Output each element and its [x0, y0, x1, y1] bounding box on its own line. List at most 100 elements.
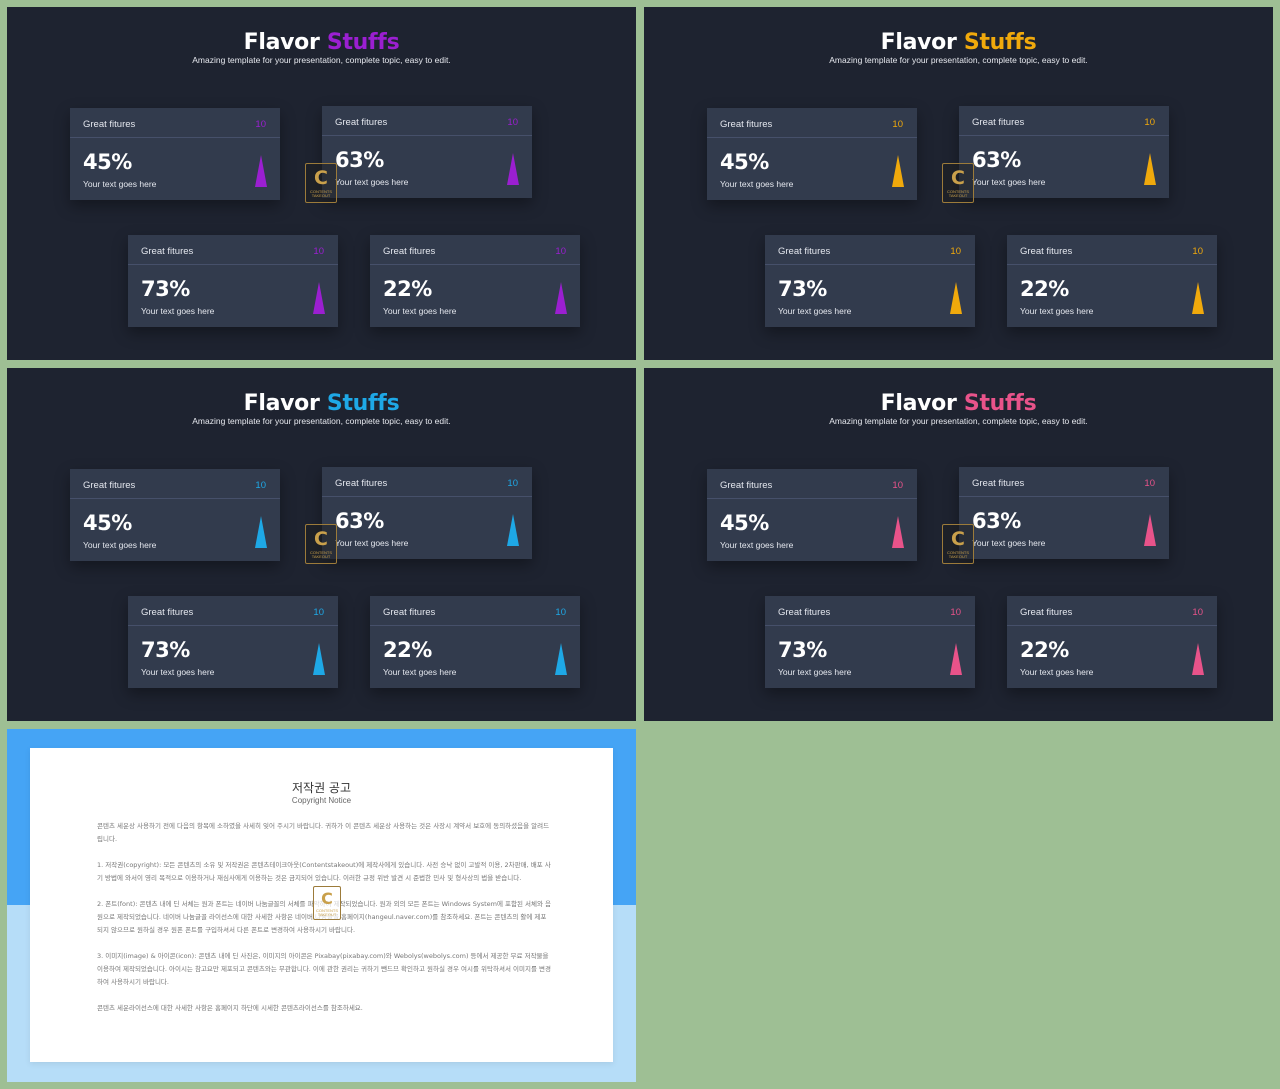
- spike-icon: [507, 514, 519, 546]
- card-label: Great fitures: [972, 117, 1025, 128]
- notice-paragraph: 콘텐츠 세운상 사용하기 전에 다음의 항목에 소하였을 사세히 잊어 주시기 …: [97, 822, 550, 843]
- spike-icon: [950, 282, 962, 314]
- card-label: Great fitures: [83, 480, 136, 491]
- card-text: Your text goes here: [720, 540, 794, 550]
- slide-title: Flavor Stuffs: [7, 30, 636, 55]
- slide-title: Flavor Stuffs: [7, 391, 636, 416]
- slide-title: Flavor Stuffs: [644, 391, 1273, 416]
- card-number: 10: [892, 119, 903, 130]
- watermark-letter: C: [314, 528, 328, 550]
- card-number: 10: [313, 246, 324, 257]
- feature-card: Great fitures 10 45% Your text goes here: [70, 108, 280, 200]
- feature-card: Great fitures 10 73% Your text goes here: [765, 596, 975, 688]
- notice-body: 콘텐츠 세운상 사용하기 전에 다음의 항목에 소하였을 사세히 잊어 주시기 …: [97, 820, 552, 1028]
- card-header: Great fitures 10: [70, 108, 280, 138]
- watermark-text: CONTENTS TAKEOUT: [947, 189, 969, 198]
- card-header: Great fitures 10: [707, 108, 917, 138]
- spike-icon: [507, 153, 519, 185]
- card-text: Your text goes here: [141, 667, 215, 677]
- spike-icon: [1192, 643, 1204, 675]
- slide-orange[interactable]: Flavor Stuffs Amazing template for your …: [644, 7, 1273, 360]
- spike-icon: [313, 282, 325, 314]
- card-number: 10: [507, 478, 518, 489]
- card-percent: 22%: [1020, 277, 1069, 301]
- notice-title: 저작권 공고: [291, 781, 351, 795]
- watermark-logo: C CONTENTS TAKEOUT: [942, 163, 974, 203]
- title-accent: Stuffs: [963, 30, 1037, 55]
- card-label: Great fitures: [83, 119, 136, 130]
- spike-icon: [1144, 514, 1156, 546]
- spike-icon: [892, 155, 904, 187]
- card-header: Great fitures 10: [1007, 235, 1217, 265]
- card-text: Your text goes here: [778, 306, 852, 316]
- feature-card: Great fitures 10 63% Your text goes here: [322, 106, 532, 198]
- feature-card: Great fitures 10 22% Your text goes here: [370, 235, 580, 327]
- card-header: Great fitures 10: [370, 235, 580, 265]
- card-header: Great fitures 10: [70, 469, 280, 499]
- card-percent: 22%: [383, 638, 432, 662]
- card-header: Great fitures 10: [707, 469, 917, 499]
- title-main: Flavor: [880, 391, 957, 416]
- card-percent: 22%: [383, 277, 432, 301]
- card-percent: 73%: [141, 638, 190, 662]
- feature-card: Great fitures 10 45% Your text goes here: [70, 469, 280, 561]
- card-header: Great fitures 10: [322, 467, 532, 497]
- card-number: 10: [255, 119, 266, 130]
- title-accent: Stuffs: [326, 391, 400, 416]
- slide-purple[interactable]: Flavor Stuffs Amazing template for your …: [7, 7, 636, 360]
- notice-paragraph: 1. 저작권(copyright): 모든 콘텐츠의 소유 및 저작권은 콘텐츠…: [97, 861, 551, 882]
- card-text: Your text goes here: [383, 306, 457, 316]
- card-label: Great fitures: [778, 246, 831, 257]
- title-main: Flavor: [243, 30, 320, 55]
- slide-pink[interactable]: Flavor Stuffs Amazing template for your …: [644, 368, 1273, 721]
- card-percent: 63%: [972, 509, 1021, 533]
- slide-subtitle: Amazing template for your presentation, …: [829, 55, 1088, 65]
- card-text: Your text goes here: [83, 179, 157, 189]
- spike-icon: [950, 643, 962, 675]
- card-header: Great fitures 10: [370, 596, 580, 626]
- spike-icon: [313, 643, 325, 675]
- card-header: Great fitures 10: [322, 106, 532, 136]
- watermark-letter: C: [314, 167, 328, 189]
- watermark-letter: C: [951, 167, 965, 189]
- card-number: 10: [255, 480, 266, 491]
- card-text: Your text goes here: [972, 538, 1046, 548]
- card-percent: 73%: [778, 277, 827, 301]
- card-text: Your text goes here: [972, 177, 1046, 187]
- slide-blue[interactable]: Flavor Stuffs Amazing template for your …: [7, 368, 636, 721]
- watermark-text: CONTENTS TAKEOUT: [310, 550, 332, 559]
- card-label: Great fitures: [383, 246, 436, 257]
- card-text: Your text goes here: [141, 306, 215, 316]
- card-percent: 45%: [720, 150, 769, 174]
- feature-card: Great fitures 10 22% Your text goes here: [370, 596, 580, 688]
- card-number: 10: [950, 607, 961, 618]
- watermark-logo: C CONTENTS TAKEOUT: [942, 524, 974, 564]
- card-label: Great fitures: [141, 607, 194, 618]
- card-percent: 22%: [1020, 638, 1069, 662]
- slide-title: Flavor Stuffs: [644, 30, 1273, 55]
- card-label: Great fitures: [141, 246, 194, 257]
- card-number: 10: [892, 480, 903, 491]
- watermark-logo: C CONTENTS TAKEOUT: [313, 886, 341, 920]
- spike-icon: [555, 282, 567, 314]
- feature-card: Great fitures 10 22% Your text goes here: [1007, 235, 1217, 327]
- feature-card: Great fitures 10 63% Your text goes here: [959, 467, 1169, 559]
- card-number: 10: [555, 607, 566, 618]
- card-percent: 63%: [335, 509, 384, 533]
- slide-subtitle: Amazing template for your presentation, …: [192, 55, 451, 65]
- card-label: Great fitures: [335, 478, 388, 489]
- card-text: Your text goes here: [778, 667, 852, 677]
- card-text: Your text goes here: [1020, 667, 1094, 677]
- feature-card: Great fitures 10 45% Your text goes here: [707, 469, 917, 561]
- slide-subtitle: Amazing template for your presentation, …: [829, 416, 1088, 426]
- card-number: 10: [555, 246, 566, 257]
- spike-icon: [555, 643, 567, 675]
- title-main: Flavor: [243, 391, 320, 416]
- card-header: Great fitures 10: [765, 235, 975, 265]
- card-percent: 45%: [83, 511, 132, 535]
- card-percent: 73%: [141, 277, 190, 301]
- watermark-logo: C CONTENTS TAKEOUT: [305, 163, 337, 203]
- copyright-notice-slide[interactable]: 저작권 공고 Copyright Notice 콘텐츠 세운상 사용하기 전에 …: [7, 729, 636, 1082]
- notice-subtitle: Copyright Notice: [291, 796, 352, 805]
- card-number: 10: [507, 117, 518, 128]
